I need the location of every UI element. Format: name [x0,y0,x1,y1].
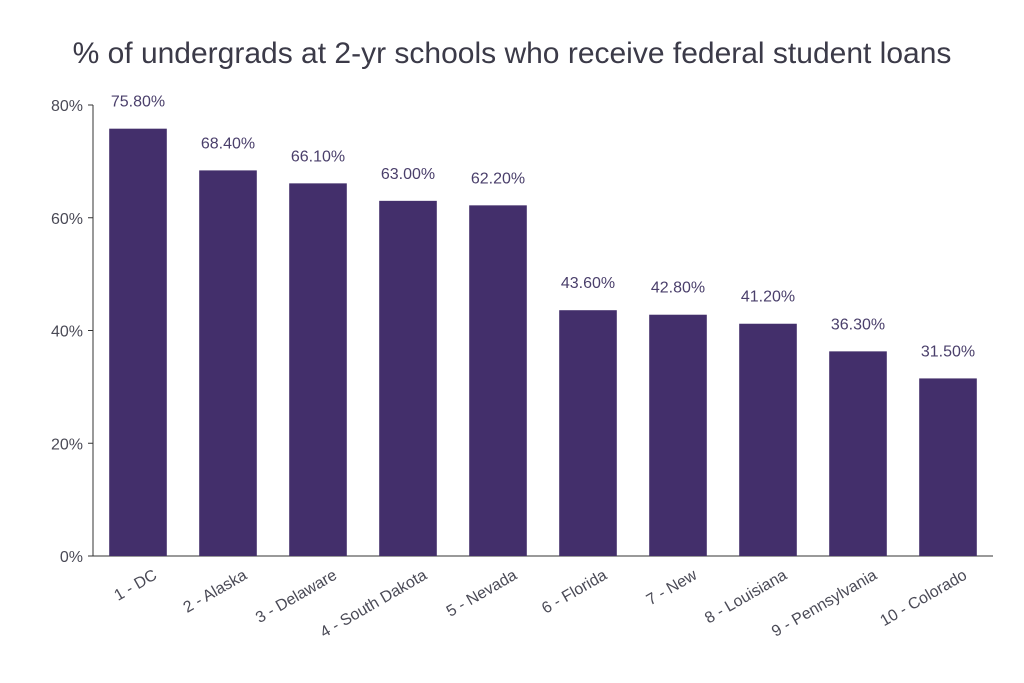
category-label: 5 - Nevada [444,567,520,621]
bar-value-label: 41.20% [741,289,795,306]
y-tick-label: 0% [60,549,83,566]
bar [649,314,707,556]
bar-value-label: 63.00% [381,166,435,183]
category-label: 6 - Florida [539,567,610,618]
bar-value-label: 75.80% [111,94,165,111]
bar [559,310,617,556]
category-label: 3 - Delaware [253,567,340,627]
y-tick-label: 80% [51,98,83,115]
bar-value-label: 31.50% [921,343,975,360]
category-label: 1 - DC [111,567,160,605]
bar [379,200,437,556]
bar [919,378,977,556]
category-label: 7 - New [644,567,701,610]
bar [739,323,797,556]
bar-value-label: 68.40% [201,135,255,152]
bar [199,170,257,556]
y-axis-ticks: 0% 20% 40% 60% 80% [51,98,93,566]
y-tick-label: 40% [51,324,83,341]
chart-title: % of undergrads at 2-yr schools who rece… [73,37,952,70]
bar [469,205,527,556]
bar-value-label: 66.10% [291,148,345,165]
bars [109,128,977,557]
category-label: 8 - Louisiana [702,567,790,628]
bar-value-label: 43.60% [561,275,615,292]
bar-value-label: 62.20% [471,170,525,187]
category-label: 2 - Alaska [181,567,250,617]
y-tick-label: 20% [51,436,83,453]
bar-value-label: 36.30% [831,316,885,333]
bar [289,183,347,556]
bar-value-label: 42.80% [651,280,705,297]
y-tick-label: 60% [51,211,83,228]
data-labels: 75.80% 68.40% 66.10% 63.00% 62.20% 43.60% 42.8… [111,94,975,361]
category-label: 10 - Colorado [878,567,971,630]
bar [829,351,887,556]
bar [109,128,167,557]
